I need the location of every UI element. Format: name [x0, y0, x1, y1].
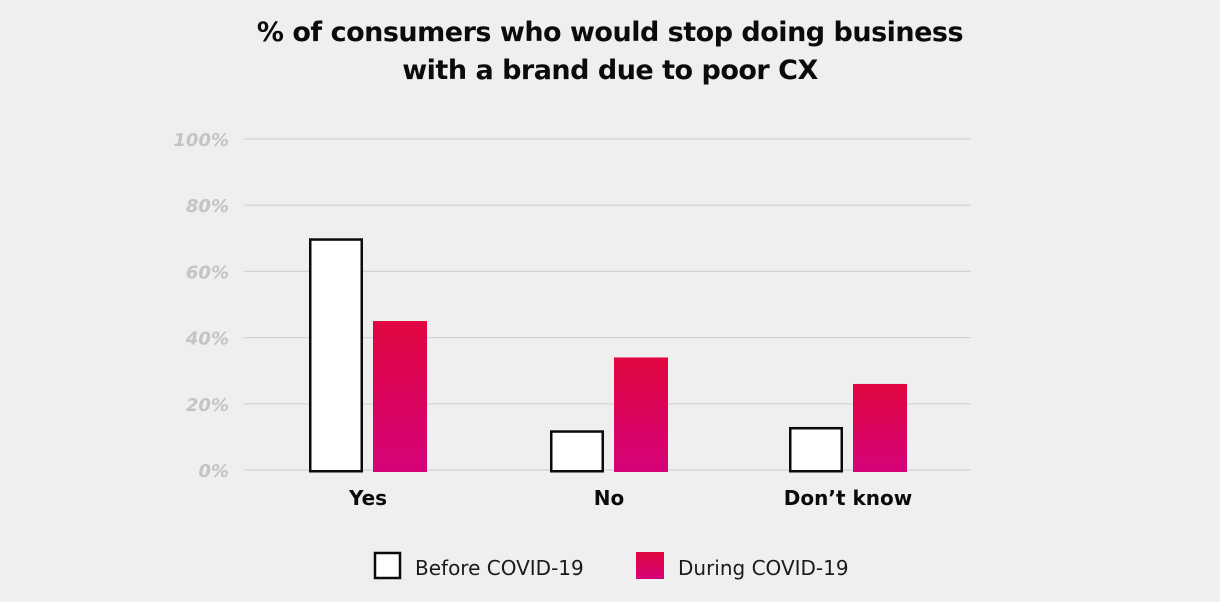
- y-tick-label: 60%: [186, 262, 229, 283]
- legend-label-during: During COVID-19: [678, 556, 849, 580]
- bar-before-3: [789, 426, 843, 473]
- bars: [309, 238, 907, 473]
- y-tick-label: 80%: [186, 196, 229, 217]
- bar-before-1: [309, 238, 363, 473]
- legend-label-before: Before COVID-19: [415, 556, 584, 580]
- x-axis-labels: Yes No Don’t know: [348, 486, 912, 510]
- chart-title-line-2: with a brand due to poor CX: [402, 55, 818, 86]
- gridlines: [244, 138, 971, 471]
- legend-swatch-before: [373, 551, 402, 580]
- x-category-label: No: [594, 486, 624, 510]
- y-tick-label: 20%: [186, 395, 229, 416]
- chart-title: % of consumers who would stop doing busi…: [0, 14, 1220, 90]
- bar-during-3: [853, 383, 907, 472]
- y-axis-ticks: 0% 20% 40% 60% 80% 100%: [173, 130, 229, 482]
- y-tick-label: 40%: [185, 329, 229, 350]
- y-tick-label: 0%: [198, 461, 229, 482]
- bar-before-2: [550, 430, 604, 473]
- x-category-label: Yes: [348, 486, 387, 510]
- y-tick-label: 100%: [173, 130, 229, 151]
- x-category-label: Don’t know: [784, 486, 912, 510]
- chart-title-line-1: % of consumers who would stop doing busi…: [256, 17, 964, 48]
- bar-during-1: [373, 321, 427, 472]
- legend: Before COVID-19 During COVID-19: [373, 551, 849, 580]
- bar-during-2: [614, 357, 668, 472]
- legend-swatch-during: [636, 552, 664, 579]
